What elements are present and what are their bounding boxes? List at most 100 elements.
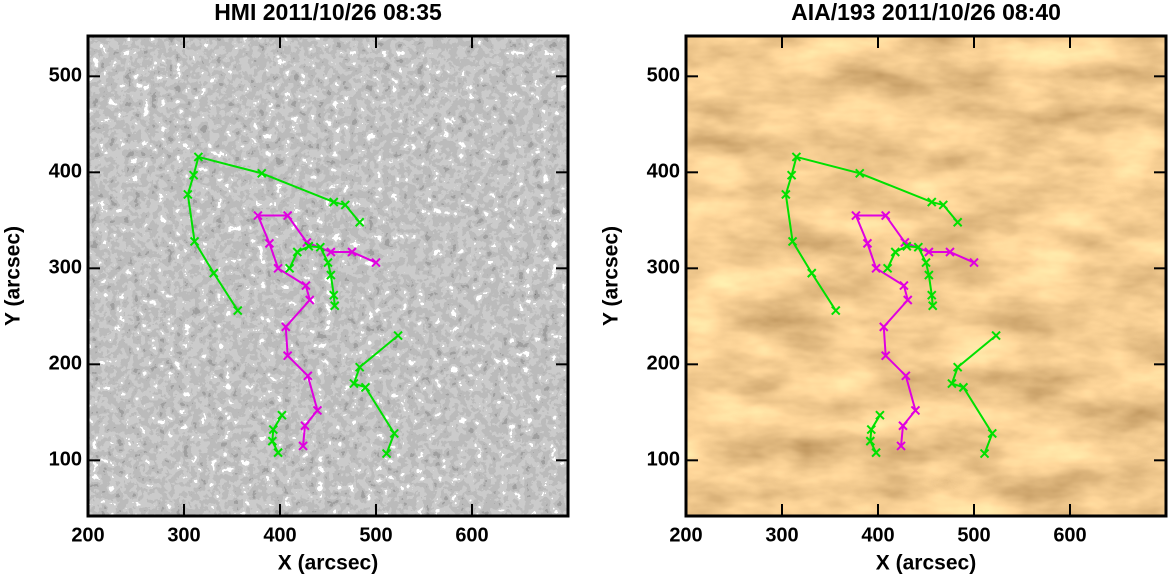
trace-point <box>273 447 283 458</box>
plot-frame <box>86 34 570 518</box>
trace-point <box>958 382 969 393</box>
trace-point <box>865 436 876 446</box>
x-tick-label: 500 <box>359 524 392 546</box>
y-tick-label: 500 <box>647 65 680 87</box>
trace-point <box>282 350 293 361</box>
trace-point <box>301 280 311 291</box>
trace-point <box>938 200 948 210</box>
trace-point <box>371 257 381 268</box>
trace-point <box>268 424 278 435</box>
trace-point <box>924 270 934 280</box>
x-tick-label: 200 <box>669 524 702 546</box>
trace-point <box>329 197 339 207</box>
trace-point <box>927 290 937 300</box>
chart-title: HMI 2011/10/26 08:35 <box>214 0 442 25</box>
trace-point <box>898 421 908 431</box>
trace-point <box>927 197 937 207</box>
trace-point <box>267 436 278 446</box>
trace-point <box>312 405 323 416</box>
x-axis-label: X (arcsec) <box>278 552 378 575</box>
trace-point <box>928 301 938 311</box>
trace-point <box>952 362 963 372</box>
trace-point <box>901 371 911 381</box>
trace-line <box>784 155 959 312</box>
trace-point <box>330 301 340 311</box>
trace-point <box>389 428 399 439</box>
trace-point <box>913 242 924 252</box>
trace-point <box>871 447 881 458</box>
trace-point <box>189 236 200 247</box>
trace-line <box>271 414 283 454</box>
x-tick-label: 300 <box>765 524 798 546</box>
trace-point <box>945 247 955 257</box>
trace-point <box>991 330 1001 341</box>
trace-point <box>326 270 336 280</box>
trace-point <box>193 152 204 162</box>
trace-point <box>979 448 990 459</box>
trace-point <box>924 247 934 257</box>
trace-point <box>871 263 881 274</box>
x-tick-label: 300 <box>167 524 200 546</box>
x-tick-label: 500 <box>957 524 990 546</box>
trace-point <box>969 257 979 268</box>
x-tick-label: 600 <box>455 524 488 546</box>
trace-point <box>882 263 893 274</box>
trace-point <box>298 441 308 451</box>
trace-point <box>354 362 365 372</box>
trace-point <box>903 295 913 305</box>
trace-point <box>987 428 997 439</box>
trace-point <box>323 257 333 268</box>
y-tick-label: 200 <box>647 353 680 375</box>
trace-point <box>910 405 921 416</box>
trace-point <box>233 305 243 316</box>
trace-point <box>273 263 283 274</box>
trace-point <box>902 241 912 251</box>
trace-point <box>253 210 263 221</box>
y-axis-label: Y (arcsec) <box>2 226 25 326</box>
trace-point <box>300 421 310 431</box>
trace-point <box>947 378 957 389</box>
trace-point <box>292 247 302 257</box>
trace-point <box>393 330 403 341</box>
trace-line <box>950 334 997 454</box>
trace-point <box>303 371 313 381</box>
x-tick-label: 400 <box>861 524 894 546</box>
y-tick-label: 100 <box>49 449 82 471</box>
trace-point <box>209 268 219 278</box>
trace-point <box>340 200 350 210</box>
trace-point <box>284 263 295 274</box>
trace-point <box>315 242 326 252</box>
trace-point <box>354 217 365 227</box>
trace-point <box>786 170 797 180</box>
trace-point <box>305 295 315 305</box>
y-axis-label: Y (arcsec) <box>600 226 623 326</box>
euv-image <box>686 36 1166 516</box>
trace-point <box>866 424 876 435</box>
y-tick-label: 300 <box>49 257 82 279</box>
x-tick-label: 200 <box>71 524 104 546</box>
y-tick-label: 200 <box>49 353 82 375</box>
trace-point <box>855 168 865 178</box>
x-axis-label: X (arcsec) <box>876 552 976 575</box>
trace-point <box>329 290 339 300</box>
trace-point <box>188 170 199 180</box>
trace-point <box>899 280 909 291</box>
y-tick-label: 100 <box>647 449 680 471</box>
trace-point <box>921 257 931 268</box>
y-tick-label: 400 <box>49 161 82 183</box>
trace-point <box>787 236 798 247</box>
y-tick-label: 300 <box>647 257 680 279</box>
trace-point <box>347 247 357 257</box>
trace-point <box>304 241 314 251</box>
plot-frame <box>684 34 1168 518</box>
trace-point <box>281 322 291 332</box>
trace-point <box>257 168 267 178</box>
trace-point <box>862 238 873 249</box>
trace-point <box>896 441 906 451</box>
trace-point <box>381 448 392 459</box>
trace-point <box>831 305 841 316</box>
chart-title: AIA/193 2011/10/26 08:40 <box>791 0 1061 25</box>
trace-point <box>807 268 817 278</box>
trace-point <box>326 247 336 257</box>
x-tick-label: 400 <box>263 524 296 546</box>
